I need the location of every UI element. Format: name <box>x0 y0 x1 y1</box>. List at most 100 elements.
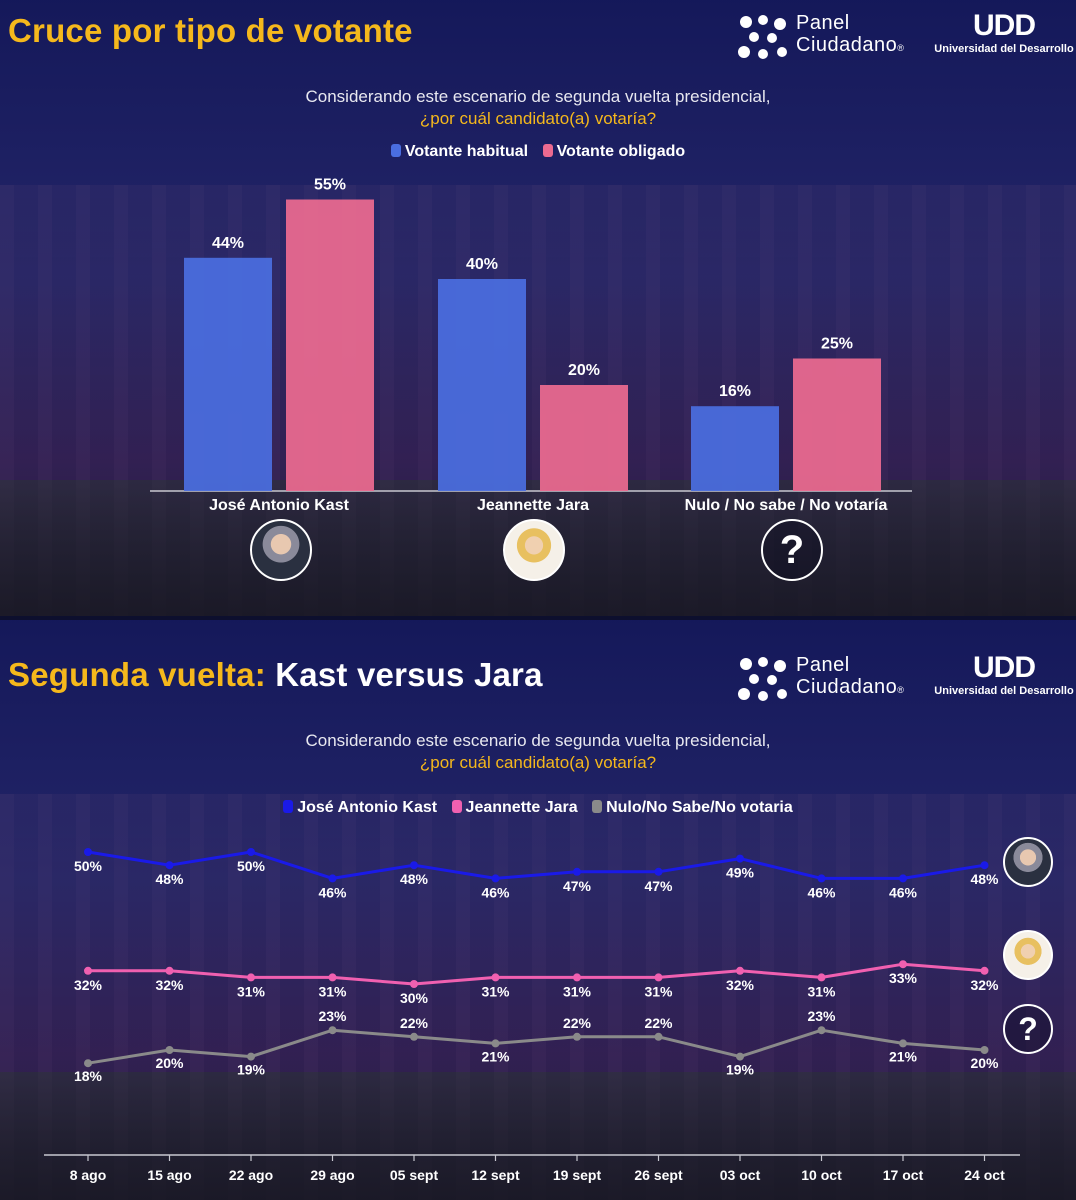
x-tick-label: 24 oct <box>964 1167 1005 1183</box>
point-jara <box>899 960 907 969</box>
point-kast <box>410 861 418 870</box>
data-label-nulo: 21% <box>889 1048 918 1064</box>
point-jara <box>410 980 418 988</box>
data-label-nulo: 20% <box>970 1055 999 1071</box>
panel-ciudadano-logo-icon <box>738 15 787 59</box>
data-label-jara: 31% <box>563 983 592 999</box>
data-label-kast: 50% <box>74 858 103 874</box>
udd-logo: UDD Universidad del Desarrollo <box>934 651 1074 698</box>
category-label: José Antonio Kast <box>209 497 350 514</box>
avatar-jara <box>503 519 565 581</box>
data-label-nulo: 21% <box>481 1048 510 1064</box>
panel-ciudadano-logo: Panel Ciudadano® <box>796 12 905 56</box>
data-label-nulo: 19% <box>726 1062 755 1078</box>
series-line-jara <box>88 962 985 986</box>
data-label-jara: 32% <box>726 977 755 993</box>
udd-logo: UDD Universidad del Desarrollo <box>934 9 1074 56</box>
data-label-jara: 32% <box>74 977 103 993</box>
x-tick-label: 8 ago <box>70 1167 107 1183</box>
page-title: Cruce por tipo de votante <box>8 12 413 49</box>
data-label-kast: 47% <box>644 878 673 894</box>
avatar-jara <box>1003 930 1053 980</box>
point-kast <box>84 848 92 856</box>
data-label-kast: 46% <box>318 884 347 900</box>
point-nulo <box>573 1032 581 1041</box>
bar-habitual-2 <box>691 406 779 491</box>
point-kast <box>736 854 744 863</box>
data-label-kast: 48% <box>400 871 429 887</box>
data-label-jara: 30% <box>400 990 429 1006</box>
page-title: Segunda vuelta: Kast versus Jara <box>8 656 543 693</box>
data-label-jara: 31% <box>237 983 266 999</box>
bar-habitual-0 <box>184 257 272 491</box>
data-label: 55% <box>314 177 346 194</box>
category-label: Nulo / No sabe / No votaría <box>685 497 888 514</box>
data-label-nulo: 23% <box>318 1008 347 1024</box>
data-label-nulo: 22% <box>400 1015 429 1031</box>
data-label-kast: 48% <box>970 871 999 887</box>
point-nulo <box>980 1046 989 1054</box>
question-mark-icon: ? <box>1003 1004 1053 1054</box>
x-tick-label: 29 ago <box>310 1167 354 1183</box>
data-label-jara: 32% <box>155 977 184 993</box>
x-tick-label: 15 ago <box>147 1167 191 1183</box>
x-tick-label: 22 ago <box>229 1167 273 1183</box>
point-nulo <box>328 1026 337 1035</box>
point-nulo <box>491 1039 500 1048</box>
x-tick-label: 19 sept <box>553 1167 602 1183</box>
data-label-jara: 31% <box>644 983 673 999</box>
logo-group: Panel Ciudadano® UDD Universidad del Des… <box>736 8 1076 68</box>
data-label-nulo: 22% <box>644 1015 673 1031</box>
data-label-nulo: 22% <box>563 1015 592 1031</box>
point-kast <box>165 861 174 870</box>
point-nulo <box>899 1039 907 1048</box>
point-kast <box>980 861 989 870</box>
question-mark-icon: ? <box>761 519 823 581</box>
chart-legend: Votante habitual Votante obligado <box>0 143 1076 161</box>
legend-kast: José Antonio Kast <box>283 799 437 817</box>
question-text: Considerando este escenario de segunda v… <box>305 731 771 772</box>
point-kast <box>654 867 663 876</box>
point-jara <box>573 973 581 982</box>
data-label: 20% <box>568 362 600 379</box>
point-nulo <box>165 1046 174 1054</box>
bar-obligado-2 <box>793 358 881 491</box>
legend-nulo: Nulo/No Sabe/No votaria <box>592 799 793 817</box>
question-text: Considerando este escenario de segunda v… <box>305 87 771 128</box>
x-tick-label: 12 sept <box>471 1167 520 1183</box>
chart-legend: José Antonio Kast Jeannette Jara Nulo/No… <box>0 799 1076 817</box>
point-nulo <box>654 1032 663 1041</box>
bar-habitual-1 <box>438 279 526 491</box>
point-kast <box>328 874 337 883</box>
data-label-kast: 46% <box>807 884 836 900</box>
bar-obligado-1 <box>540 385 628 491</box>
point-jara <box>980 966 989 975</box>
point-jara <box>247 973 255 982</box>
line-chart: 8 ago 15 ago 22 ago 29 ago 05 sept 12 sept 19 … <box>44 848 1020 1183</box>
data-label-kast: 46% <box>889 884 918 900</box>
data-label-kast: 48% <box>155 871 184 887</box>
point-nulo <box>736 1052 744 1061</box>
x-tick-label: 17 oct <box>883 1167 924 1183</box>
point-nulo <box>817 1026 826 1035</box>
data-label: 16% <box>719 383 751 400</box>
data-label: 40% <box>466 256 498 273</box>
legend-obligado: Votante obligado <box>542 143 685 161</box>
x-tick-label: 10 oct <box>801 1167 842 1183</box>
legend-jara: Jeannette Jara <box>451 799 578 817</box>
bar-obligado-0 <box>286 199 374 491</box>
data-label: 25% <box>821 336 853 353</box>
point-nulo <box>247 1052 255 1061</box>
point-nulo <box>410 1032 418 1041</box>
legend-habitual: Votante habitual <box>390 143 528 161</box>
point-jara <box>654 973 663 982</box>
data-label-nulo: 20% <box>155 1055 184 1071</box>
background-garden <box>0 1072 1076 1200</box>
point-jara <box>736 966 744 975</box>
point-kast <box>491 874 500 883</box>
point-kast <box>247 848 255 856</box>
data-label-nulo: 19% <box>237 1062 266 1078</box>
avatar-kast <box>1003 837 1053 887</box>
point-jara <box>165 966 174 975</box>
panel-ciudadano-logo: Panel Ciudadano® <box>796 654 905 698</box>
